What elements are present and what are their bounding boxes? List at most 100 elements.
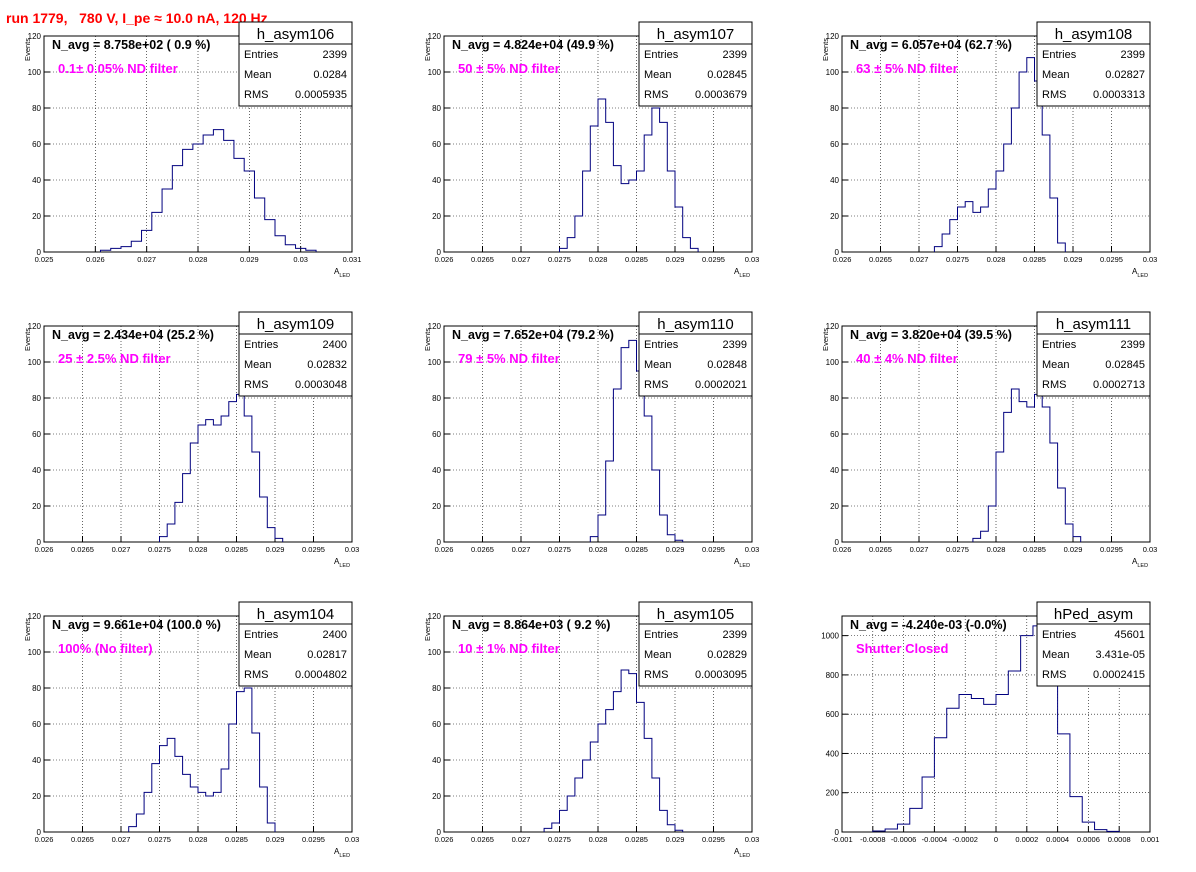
x-tick-label: 0.0285 (625, 835, 648, 844)
y-tick-label: 40 (32, 466, 41, 475)
y-tick-label: 120 (28, 32, 42, 41)
y-tick-label: 40 (32, 756, 41, 765)
navg-label: N_avg = 4.824e+04 (49.9 %) (452, 38, 614, 52)
y-tick-label: 40 (830, 176, 839, 185)
y-tick-label: 60 (432, 720, 441, 729)
stats-value: 0.02845 (1105, 359, 1145, 371)
stats-label: Entries (644, 49, 679, 61)
x-tick-label: 0.026 (435, 255, 454, 264)
stats-value: 2399 (723, 339, 747, 351)
y-tick-label: 100 (826, 358, 840, 367)
x-tick-label: 0.0285 (225, 545, 248, 554)
stats-value: 0.02827 (1105, 69, 1145, 81)
y-tick-label: 20 (432, 212, 441, 221)
stats-box (638, 43, 753, 107)
histogram-line (159, 393, 284, 542)
histogram-line (933, 57, 1066, 252)
stats-value: 0.0004802 (295, 669, 347, 681)
y-tick-label: 20 (32, 792, 41, 801)
histogram-line (128, 687, 276, 832)
y-tick-label: 1000 (821, 632, 839, 641)
stats-box (1036, 333, 1151, 397)
x-tick-label: 0.0265 (471, 835, 494, 844)
x-tick-label: 0.0295 (1100, 255, 1123, 264)
navg-label: N_avg = 8.864e+03 ( 9.2 %) (452, 618, 610, 632)
x-tick-label: 0.03 (745, 835, 760, 844)
stats-box (638, 623, 753, 687)
filter-label: 100% (No filter) (58, 641, 153, 656)
y-tick-label: 60 (830, 430, 839, 439)
histogram-panel-h_asym111: 0 20 40 60 80 100 120 0.026 0.0265 0.027 0.0275 0.0… (821, 311, 1157, 569)
histogram-line (99, 129, 317, 252)
x-tick-label: 0.0285 (225, 835, 248, 844)
x-axis-label: ALED (334, 267, 350, 279)
y-tick-label: 20 (432, 792, 441, 801)
x-tick-label: 0.0275 (548, 255, 571, 264)
y-tick-label: 0 (835, 538, 840, 547)
x-tick-label: 0.027 (512, 255, 531, 264)
x-tick-label: 0.0285 (625, 545, 648, 554)
stats-title: h_asym109 (257, 316, 335, 333)
histogram-line (972, 388, 1082, 542)
histogram-panel-h_asym105: 0 20 40 60 80 100 120 0.026 0.0265 0.027 0.0275 0.0… (423, 601, 760, 859)
y-tick-label: 20 (32, 212, 41, 221)
histogram-line (589, 339, 684, 542)
x-tick-label: 0.0004 (1046, 835, 1069, 844)
y-tick-label: 120 (428, 32, 442, 41)
x-axis-label: ALED (734, 267, 750, 279)
y-tick-label: 20 (830, 502, 839, 511)
x-tick-label: 0.027 (137, 255, 156, 264)
x-tick-label: 0.025 (35, 255, 54, 264)
x-tick-label: -0.0006 (891, 835, 916, 844)
x-tick-label: 0.03 (345, 545, 360, 554)
stats-label: RMS (244, 89, 268, 101)
x-tick-label: 0.029 (240, 255, 259, 264)
y-axis-label: Events (423, 328, 432, 351)
x-axis-label: ALED (734, 847, 750, 859)
stats-label: Entries (644, 339, 679, 351)
stats-box (1036, 623, 1151, 687)
y-tick-label: 0 (37, 538, 42, 547)
x-tick-label: 0.0275 (946, 545, 969, 554)
stats-label: RMS (244, 669, 268, 681)
x-tick-label: 0.0295 (302, 835, 325, 844)
stats-value: 0.0002713 (1093, 379, 1145, 391)
y-tick-label: 80 (432, 394, 441, 403)
stats-value: 0.02817 (307, 649, 347, 661)
x-tick-label: 0.028 (189, 255, 208, 264)
stats-value: 0.0005935 (295, 89, 347, 101)
x-tick-label: 0.027 (112, 835, 131, 844)
stats-value: 0.0003313 (1093, 89, 1145, 101)
stats-label: RMS (644, 89, 668, 101)
y-tick-label: 60 (32, 140, 41, 149)
y-tick-label: 0 (437, 538, 442, 547)
y-axis-label: Events (23, 38, 32, 61)
y-axis-label: Events (423, 38, 432, 61)
stats-label: RMS (1042, 669, 1066, 681)
stats-label: RMS (1042, 379, 1066, 391)
stats-label: Entries (244, 49, 279, 61)
y-axis-label: Events (821, 328, 830, 351)
stats-label: Mean (1042, 69, 1070, 81)
x-tick-label: 0.028 (589, 835, 608, 844)
stats-value: 2399 (1121, 339, 1145, 351)
stats-label: Entries (244, 629, 279, 641)
y-tick-label: 100 (28, 68, 42, 77)
x-tick-label: 0.029 (666, 255, 685, 264)
x-tick-label: 0.03 (745, 545, 760, 554)
x-tick-label: 0.0002 (1015, 835, 1038, 844)
x-tick-label: 0.0295 (1100, 545, 1123, 554)
x-tick-label: -0.0008 (860, 835, 885, 844)
navg-label: N_avg = 3.820e+04 (39.5 %) (850, 328, 1012, 342)
filter-label: 10 ± 1% ND filter (458, 641, 560, 656)
y-tick-label: 120 (428, 322, 442, 331)
stats-value: 2399 (1121, 49, 1145, 61)
stats-value: 0.02845 (707, 69, 747, 81)
y-tick-label: 100 (28, 648, 42, 657)
stats-value: 0.0002021 (695, 379, 747, 391)
x-tick-label: 0.029 (1064, 255, 1083, 264)
stats-box (1036, 43, 1151, 107)
x-tick-label: 0.0008 (1108, 835, 1131, 844)
x-tick-label: 0.026 (435, 545, 454, 554)
y-tick-label: 120 (28, 322, 42, 331)
